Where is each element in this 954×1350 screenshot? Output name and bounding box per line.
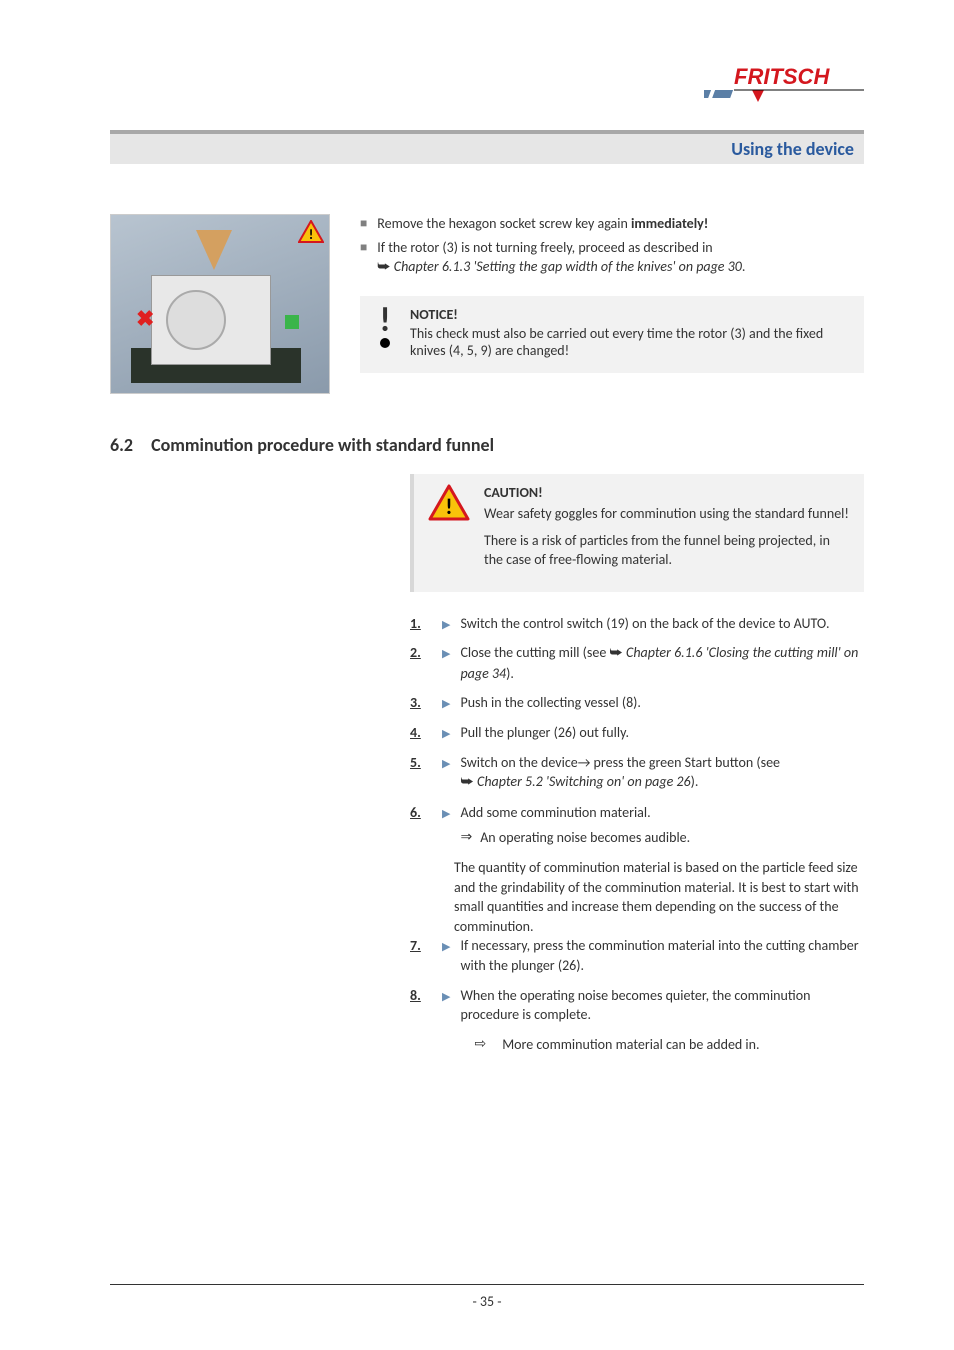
svg-text:!: ! (445, 493, 452, 520)
step-arrow-icon: ▶ (442, 939, 450, 975)
bullet-marker-icon: ■ (360, 240, 367, 278)
bullet-item: ■ Remove the hexagon socket screw key ag… (360, 214, 864, 234)
heading-number: 6.2 (110, 434, 133, 456)
step-number: 5. (410, 753, 432, 793)
notice-title: NOTICE! (410, 306, 850, 323)
content-block-top: ✖ ! ■ Remove the hexagon socket screw ke… (110, 214, 864, 394)
step-number: 8. (410, 986, 432, 1055)
step-text: When the operating noise becomes quieter… (460, 986, 864, 1055)
caution-box: ! CAUTION! Wear safety goggles for commi… (410, 474, 864, 592)
bullet-list: ■ Remove the hexagon socket screw key ag… (360, 214, 864, 278)
result-arrow-icon: ⇨ (474, 1035, 486, 1055)
heading-text: Comminution procedure with standard funn… (151, 434, 494, 456)
step-number: 6. (410, 803, 432, 848)
page-footer: - 35 - (110, 1284, 864, 1310)
step-number: 4. (410, 723, 432, 743)
step-arrow-icon: ▶ (442, 756, 450, 793)
bullet-marker-icon: ■ (360, 216, 367, 234)
step-item: 3. ▶ Push in the collecting vessel (8). (410, 693, 864, 713)
step-arrow-icon: ▶ (442, 696, 450, 713)
device-illustration: ✖ ! (110, 214, 330, 394)
procedure-steps: 1. ▶ Switch the control switch (19) on t… (410, 614, 864, 1055)
notice-body-text: This check must also be carried out ever… (410, 325, 850, 359)
section-header: Using the device (110, 130, 864, 164)
step-item: 5. ▶ Switch on the device→ press the gre… (410, 753, 864, 793)
step-item: 2. ▶ Close the cutting mill (see ⮩ Chapt… (410, 643, 864, 683)
step-text: Switch on the device→ press the green St… (460, 753, 864, 793)
notice-icon: ! (374, 306, 396, 349)
notice-box: ! NOTICE! This check must also be carrie… (360, 296, 864, 373)
subsection-heading: 6.2 Comminution procedure with standard … (110, 434, 864, 456)
result-arrow-icon: ⇒ (460, 828, 472, 848)
step-result: ⇒ An operating noise becomes audible. (460, 828, 864, 848)
brand-logo: FRITSCH (704, 60, 864, 106)
step-item: 1. ▶ Switch the control switch (19) on t… (410, 614, 864, 634)
step-number: 1. (410, 614, 432, 634)
step-arrow-icon: ▶ (442, 806, 450, 848)
step-number: 3. (410, 693, 432, 713)
bullet-text: Remove the hexagon socket screw key agai… (377, 214, 708, 234)
step-arrow-icon: ▶ (442, 726, 450, 743)
step-text: Pull the plunger (26) out fully. (460, 723, 864, 743)
logo-text: FRITSCH (734, 64, 830, 89)
step-item: 7. ▶ If necessary, press the comminution… (410, 936, 864, 975)
step-result: ⇨ More comminution material can be added… (474, 1035, 864, 1055)
step-text: If necessary, press the comminution mate… (460, 936, 864, 975)
caution-paragraph: Wear safety goggles for comminution usin… (484, 505, 850, 524)
caution-icon: ! (428, 484, 470, 522)
step-number: 7. (410, 936, 432, 975)
step-text: Push in the collecting vessel (8). (460, 693, 864, 713)
caution-title: CAUTION! (484, 484, 850, 501)
step-item: 8. ▶ When the operating noise becomes qu… (410, 986, 864, 1055)
step-text: Switch the control switch (19) on the ba… (460, 614, 864, 634)
step-arrow-icon: ▶ (442, 646, 450, 683)
svg-text:!: ! (309, 226, 314, 243)
step-text: Close the cutting mill (see ⮩ Chapter 6.… (460, 643, 864, 683)
page-number: - 35 - (472, 1293, 501, 1310)
bullet-text: If the rotor (3) is not turning freely, … (377, 238, 745, 278)
step-arrow-icon: ▶ (442, 989, 450, 1055)
caution-paragraph: There is a risk of particles from the fu… (484, 532, 850, 570)
step-item: 6. ▶ Add some comminution material. ⇒ An… (410, 803, 864, 848)
step-item: 4. ▶ Pull the plunger (26) out fully. (410, 723, 864, 743)
bullet-item: ■ If the rotor (3) is not turning freely… (360, 238, 864, 278)
step-arrow-icon: ▶ (442, 617, 450, 634)
step-paragraph: The quantity of comminution material is … (454, 858, 864, 936)
step-text: Add some comminution material. ⇒ An oper… (460, 803, 864, 848)
step-number: 2. (410, 643, 432, 683)
